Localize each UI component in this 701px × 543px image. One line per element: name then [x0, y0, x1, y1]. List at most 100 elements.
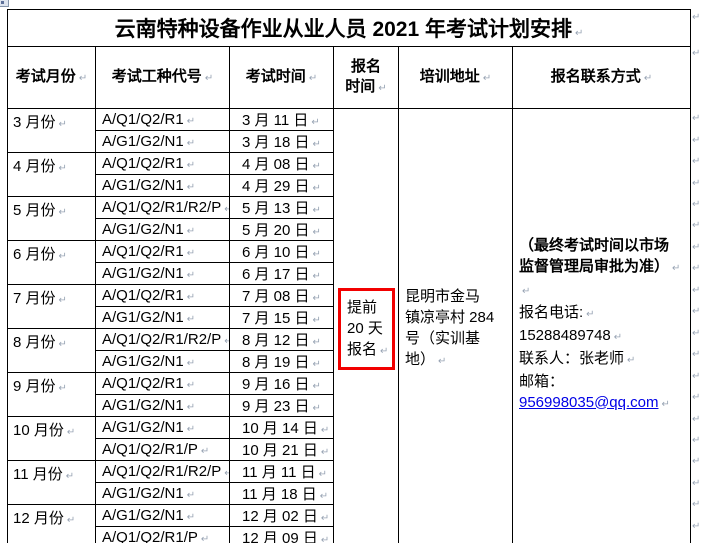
code-cell[interactable]: A/Q1/Q2/R1/R2/P — [95, 196, 230, 219]
table-row: A/G1/G2/N1 9 月 23 日 — [8, 394, 691, 417]
col-header-month[interactable]: 考试月份 — [7, 46, 96, 109]
date-cell[interactable]: 6 月 17 日 — [229, 262, 334, 285]
code-cell[interactable]: A/Q1/Q2/R1/P — [95, 526, 230, 543]
code-cell[interactable]: A/G1/G2/N1 — [95, 416, 230, 439]
code-cell[interactable]: A/G1/G2/N1 — [95, 350, 230, 373]
phone-label: 报名电话: — [519, 302, 690, 325]
table-row: A/G1/G2/N1 11 月 18 日 — [8, 482, 691, 505]
col-header-code[interactable]: 考试工种代号 — [95, 46, 230, 109]
col-header-signup-time[interactable]: 报名 时间 — [333, 46, 399, 109]
formatting-mark — [692, 451, 700, 472]
formatting-mark — [692, 430, 700, 451]
date-cell[interactable]: 12 月 09 日 — [229, 526, 334, 543]
date-cell[interactable]: 10 月 21 日 — [229, 438, 334, 461]
formatting-mark — [692, 494, 700, 515]
phone-number: 15288489748 — [519, 325, 690, 348]
month-cell[interactable]: 8 月份 — [7, 328, 96, 373]
table-row: 11 月份 A/Q1/Q2/R1/R2/P 11 月 11 日 — [7, 460, 691, 505]
formatting-mark — [692, 129, 700, 150]
email-line: 956998035@qq.com — [519, 392, 690, 415]
table-row: A/Q1/Q2/R1/P 12 月 09 日 — [8, 526, 691, 543]
code-cell[interactable]: A/G1/G2/N1 — [95, 130, 230, 153]
formatting-mark — [692, 365, 700, 386]
month-cell[interactable]: 6 月份 — [7, 240, 96, 285]
code-cell[interactable]: A/G1/G2/N1 — [95, 306, 230, 329]
formatting-mark — [692, 473, 700, 494]
date-cell[interactable]: 3 月 18 日 — [229, 130, 334, 153]
formatting-mark — [692, 172, 700, 193]
date-cell[interactable]: 4 月 29 日 — [229, 174, 334, 197]
month-cell[interactable]: 11 月份 — [7, 460, 96, 505]
row-end-marks — [692, 108, 700, 537]
code-cell[interactable]: A/Q1/Q2/R1 — [95, 284, 230, 307]
code-cell[interactable]: A/G1/G2/N1 — [95, 262, 230, 285]
table-row: A/G1/G2/N1 8 月 19 日 — [8, 350, 691, 373]
table-move-handle-icon[interactable] — [0, 0, 9, 7]
formatting-mark — [692, 108, 700, 129]
table-row: 10 月份 A/G1/G2/N1 10 月 14 日 — [7, 416, 691, 461]
formatting-mark — [692, 387, 700, 408]
signup-time-cell[interactable]: 提前 20 天 报名 — [333, 108, 399, 543]
training-address-text: 昆明市金马 镇凉亭村 284 号（实训基 地） — [405, 286, 512, 372]
code-cell[interactable]: A/G1/G2/N1 — [95, 482, 230, 505]
date-cell[interactable]: 11 月 18 日 — [229, 482, 334, 505]
code-cell[interactable]: A/Q1/Q2/R1 — [95, 108, 230, 131]
code-cell[interactable]: A/G1/G2/N1 — [95, 174, 230, 197]
code-cell[interactable]: A/Q1/Q2/R1 — [95, 152, 230, 175]
date-cell[interactable]: 11 月 11 日 — [229, 460, 334, 483]
code-cell[interactable]: A/Q1/Q2/R1/P — [95, 438, 230, 461]
month-cell[interactable]: 10 月份 — [7, 416, 96, 461]
code-cell[interactable]: A/G1/G2/N1 — [95, 504, 230, 527]
formatting-mark — [692, 215, 700, 236]
date-cell[interactable]: 3 月 11 日 — [229, 108, 334, 131]
date-cell[interactable]: 7 月 08 日 — [229, 284, 334, 307]
formatting-mark: ↵ — [692, 12, 701, 23]
training-address-cell[interactable]: 昆明市金马 镇凉亭村 284 号（实训基 地） — [398, 108, 513, 543]
contact-cell[interactable]: （最终考试时间以市场 监督管理局审批为准） 报名电话: 15288489748 … — [512, 108, 691, 543]
formatting-mark — [692, 344, 700, 365]
month-cell[interactable]: 4 月份 — [7, 152, 96, 197]
month-cell[interactable]: 9 月份 — [7, 372, 96, 417]
table-row: A/G1/G2/N1 7 月 15 日 — [8, 306, 691, 329]
code-cell[interactable]: A/G1/G2/N1 — [95, 394, 230, 417]
month-cell[interactable]: 5 月份 — [7, 196, 96, 241]
table-row: A/Q1/Q2/R1/P 10 月 21 日 — [8, 438, 691, 461]
exam-schedule-table: 云南特种设备作业从业人员 2021 年考试计划安排 考试月份 考试工种代号 考试… — [7, 9, 691, 543]
date-cell[interactable]: 9 月 23 日 — [229, 394, 334, 417]
table-row: 4 月份 A/Q1/Q2/R1 4 月 08 日 — [7, 152, 691, 197]
formatting-mark — [692, 258, 700, 279]
date-cell[interactable]: 10 月 14 日 — [229, 416, 334, 439]
formatting-mark — [692, 151, 700, 172]
month-cell[interactable]: 7 月份 — [7, 284, 96, 329]
date-cell[interactable]: 4 月 08 日 — [229, 152, 334, 175]
date-cell[interactable]: 9 月 16 日 — [229, 372, 334, 395]
table-row: A/G1/G2/N1 6 月 17 日 — [8, 262, 691, 285]
table-row: A/G1/G2/N1 5 月 20 日 — [8, 218, 691, 241]
code-cell[interactable]: A/Q1/Q2/R1/R2/P — [95, 460, 230, 483]
month-cell[interactable]: 3 月份 — [7, 108, 96, 153]
date-cell[interactable]: 5 月 20 日 — [229, 218, 334, 241]
code-cell[interactable]: A/Q1/Q2/R1/R2/P — [95, 328, 230, 351]
col-header-exam-time[interactable]: 考试时间 — [229, 46, 334, 109]
month-cell[interactable]: 12 月份 — [7, 504, 96, 543]
date-cell[interactable]: 8 月 12 日 — [229, 328, 334, 351]
col-header-address[interactable]: 培训地址 — [398, 46, 513, 109]
document-title[interactable]: 云南特种设备作业从业人员 2021 年考试计划安排 — [7, 9, 691, 47]
email-link[interactable]: 956998035@qq.com — [519, 393, 659, 411]
code-cell[interactable]: A/Q1/Q2/R1 — [95, 240, 230, 263]
date-cell[interactable]: 8 月 19 日 — [229, 350, 334, 373]
formatting-mark — [692, 280, 700, 301]
table-row: 3 月份 A/Q1/Q2/R1 3 月 11 日 提前 20 天 报名 昆明市金… — [7, 108, 691, 543]
contact-person: 联系人：张老师 — [519, 348, 690, 371]
date-cell[interactable]: 7 月 15 日 — [229, 306, 334, 329]
formatting-mark — [692, 323, 700, 344]
formatting-mark — [692, 408, 700, 429]
code-cell[interactable]: A/Q1/Q2/R1 — [95, 372, 230, 395]
date-cell[interactable]: 6 月 10 日 — [229, 240, 334, 263]
formatting-mark: ↵ — [692, 48, 701, 59]
table-row: 9 月份 A/Q1/Q2/R1 9 月 16 日 — [7, 372, 691, 417]
code-cell[interactable]: A/G1/G2/N1 — [95, 218, 230, 241]
col-header-contact[interactable]: 报名联系方式 — [512, 46, 691, 109]
date-cell[interactable]: 5 月 13 日 — [229, 196, 334, 219]
date-cell[interactable]: 12 月 02 日 — [229, 504, 334, 527]
